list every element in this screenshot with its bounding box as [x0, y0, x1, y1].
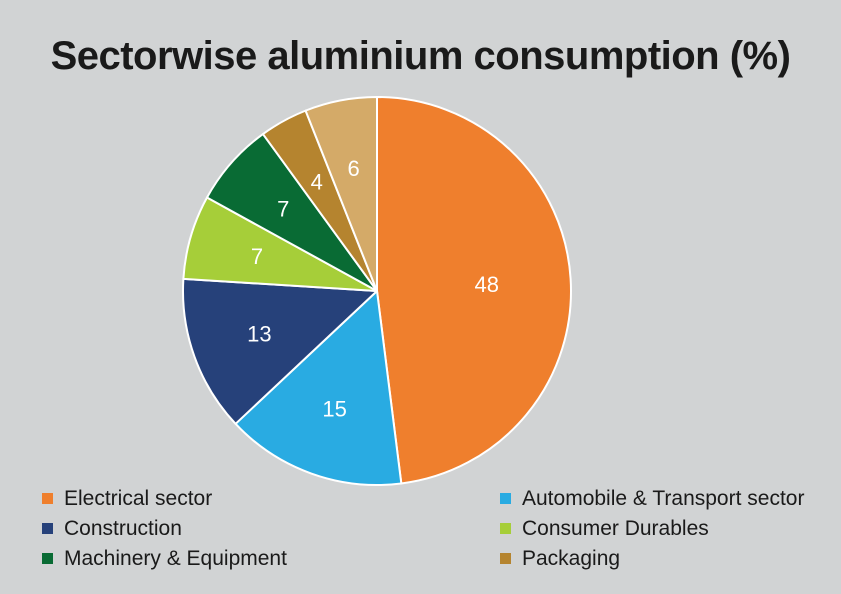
pie-value-label-5: 4 [311, 169, 323, 194]
pie-slice-other-6 [304, 96, 378, 292]
legend-swatch-machinery [42, 553, 53, 564]
pie-value-label-6: 6 [347, 156, 359, 181]
legend-label-consumer-durables: Consumer Durables [522, 517, 709, 540]
pie-value-label-4: 7 [277, 196, 289, 221]
legend-swatch-construction [42, 523, 53, 534]
chart-title: Sectorwise aluminium consumption (%) [50, 34, 791, 78]
legend-label-machinery: Machinery & Equipment [64, 547, 287, 570]
pie-value-label-2: 13 [247, 321, 271, 346]
legend-label-electrical: Electrical sector [64, 487, 213, 510]
legend-label-packaging: Packaging [522, 547, 621, 570]
legend-swatch-automobile [500, 493, 511, 504]
pie-slice-electrical-sector-0 [376, 96, 572, 485]
legend-swatch-consumer-durables [500, 523, 511, 534]
legend-swatch-packaging [500, 553, 511, 564]
pie-slice-construction-2 [182, 277, 378, 425]
legend-swatch-electrical [42, 493, 53, 504]
pie-value-label-1: 15 [322, 397, 346, 422]
pie-value-label-0: 48 [475, 272, 499, 297]
legend-label-construction: Construction [64, 517, 182, 540]
pie-value-label-3: 7 [251, 244, 263, 269]
legend-label-automobile: Automobile & Transport sector [522, 487, 805, 510]
pie-slice-automobile-transport-sector-1 [234, 290, 403, 486]
